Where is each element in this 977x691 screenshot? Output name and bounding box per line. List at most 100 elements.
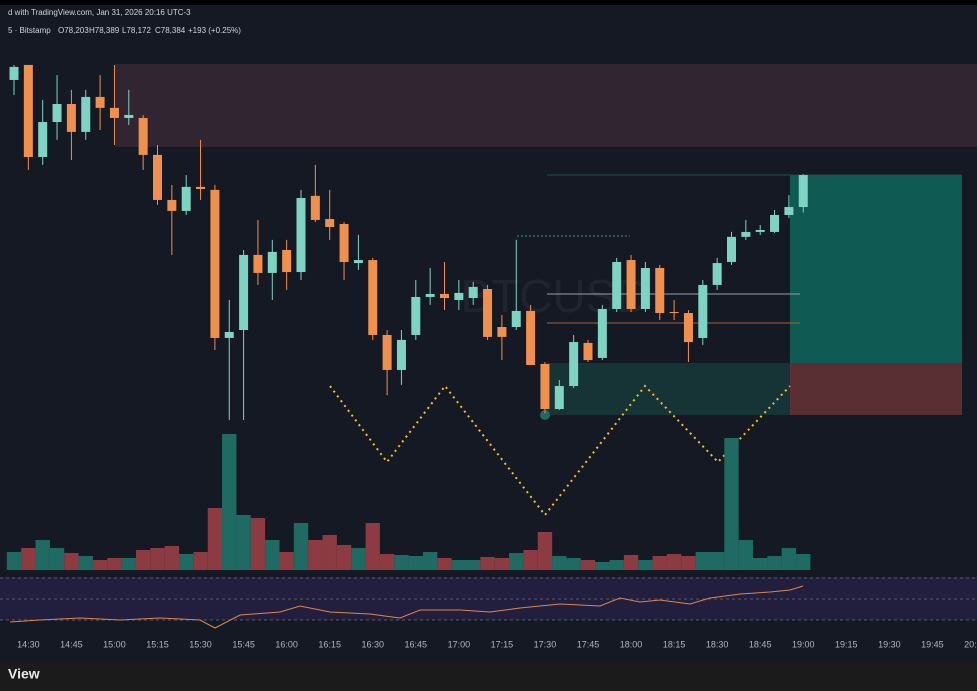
candle-body — [712, 263, 722, 285]
volume-bar — [92, 560, 108, 570]
candle-body — [411, 296, 421, 335]
volume-bar — [666, 554, 682, 570]
ohlc-label: L78,172 — [122, 26, 151, 35]
volume-bar — [6, 552, 22, 570]
candle-body — [81, 96, 91, 132]
volume-bar — [537, 532, 553, 570]
candle-body — [483, 289, 493, 337]
candle-body — [296, 198, 306, 273]
demand-zone — [547, 363, 790, 415]
volume-bar — [336, 545, 352, 570]
volume-bar — [365, 523, 380, 570]
candle-body — [253, 254, 263, 273]
volume-bar — [265, 540, 280, 570]
volume-bar — [279, 552, 294, 570]
x-tick-label: 17:00 — [448, 639, 471, 649]
x-tick-label: 18:30 — [706, 639, 729, 649]
x-tick-label: 17:30 — [534, 639, 557, 649]
x-tick-label: 17:45 — [577, 639, 600, 649]
candle-body — [353, 260, 363, 264]
volume-bar — [595, 562, 610, 570]
candle-body — [612, 261, 622, 309]
volume-bar — [293, 523, 309, 570]
volume-bar — [638, 560, 653, 570]
candle-body — [38, 122, 48, 158]
volume-bar — [222, 434, 237, 570]
volume-bar — [207, 508, 223, 570]
volume-bar — [308, 540, 323, 570]
candle-body — [382, 334, 392, 370]
volume-bar — [394, 555, 409, 570]
candle-body — [109, 107, 119, 118]
candle-body — [626, 260, 636, 309]
candle-body — [569, 342, 579, 387]
plot: 14:30 14:45 15:00 15:15 15:30 15:45 16:00 16:15… — [6, 64, 977, 649]
candle-body — [310, 195, 320, 220]
candle-body — [124, 114, 134, 118]
x-tick-label: 19:15 — [835, 639, 858, 649]
header-text: d with TradingView.com, Jan 31, 2026 20:… — [8, 8, 191, 17]
x-tick-label: 16:00 — [275, 639, 298, 649]
candle-body — [669, 311, 679, 314]
volume-bar — [451, 560, 467, 570]
candle-body — [526, 310, 536, 366]
volume-bar — [466, 560, 481, 570]
candle-body — [554, 386, 564, 410]
volume-bar — [164, 546, 180, 570]
volume-bar — [408, 556, 423, 570]
volume-bar — [179, 554, 194, 570]
volume-bar — [753, 558, 768, 570]
candle-body — [153, 154, 162, 200]
x-tick-label: 14:30 — [17, 639, 40, 649]
volume-bar — [652, 556, 667, 570]
candle-body — [683, 313, 693, 343]
marker — [540, 410, 550, 420]
x-tick-label: 16:15 — [318, 639, 341, 649]
candle-body — [196, 186, 206, 189]
candle-body — [583, 342, 593, 361]
volume-bar — [480, 557, 495, 570]
volume-bar — [724, 438, 739, 570]
x-tick-label: 15:45 — [232, 639, 255, 649]
target-zone — [790, 175, 962, 363]
volume-bar — [64, 553, 79, 570]
candle-body — [66, 103, 76, 132]
candle-body — [239, 254, 249, 331]
volume-bar — [523, 550, 538, 570]
volume-bar — [322, 535, 337, 570]
x-tick-label: 19:00 — [792, 639, 815, 649]
candle-body — [181, 186, 191, 211]
volume-bar — [135, 550, 151, 570]
volume-bar — [609, 560, 624, 570]
volume-bar — [49, 548, 65, 570]
volume-bar — [580, 560, 596, 570]
x-tick-label: 18:45 — [749, 639, 772, 649]
volume-bar — [21, 548, 36, 570]
candle-body — [425, 293, 435, 297]
x-tick-label: 15:00 — [103, 639, 126, 649]
candle-body — [282, 249, 292, 273]
x-tick-label: 17:15 — [491, 639, 514, 649]
candle-body — [52, 103, 62, 123]
volume-bar — [681, 556, 696, 570]
candle-body — [655, 267, 665, 314]
volume-bar — [552, 556, 567, 570]
candle-body — [597, 308, 607, 358]
change-label: +193 (+0.25%) — [188, 26, 241, 35]
volume-bar — [422, 552, 438, 570]
volume-bar — [35, 540, 50, 570]
volume-bar — [121, 558, 136, 570]
ohlc-label: H78,389 — [89, 26, 120, 35]
volume-bar — [379, 554, 395, 570]
volume-bar — [78, 556, 93, 570]
candle-body — [454, 292, 464, 300]
ohlc-label: C78,384 — [155, 26, 186, 35]
volume-bar — [566, 558, 581, 570]
x-tick-label: 15:30 — [189, 639, 212, 649]
volume-bar — [796, 554, 811, 570]
candle-body — [741, 231, 751, 237]
volume-bar — [709, 552, 725, 570]
candle-body — [784, 207, 794, 215]
candle-body — [95, 96, 105, 108]
